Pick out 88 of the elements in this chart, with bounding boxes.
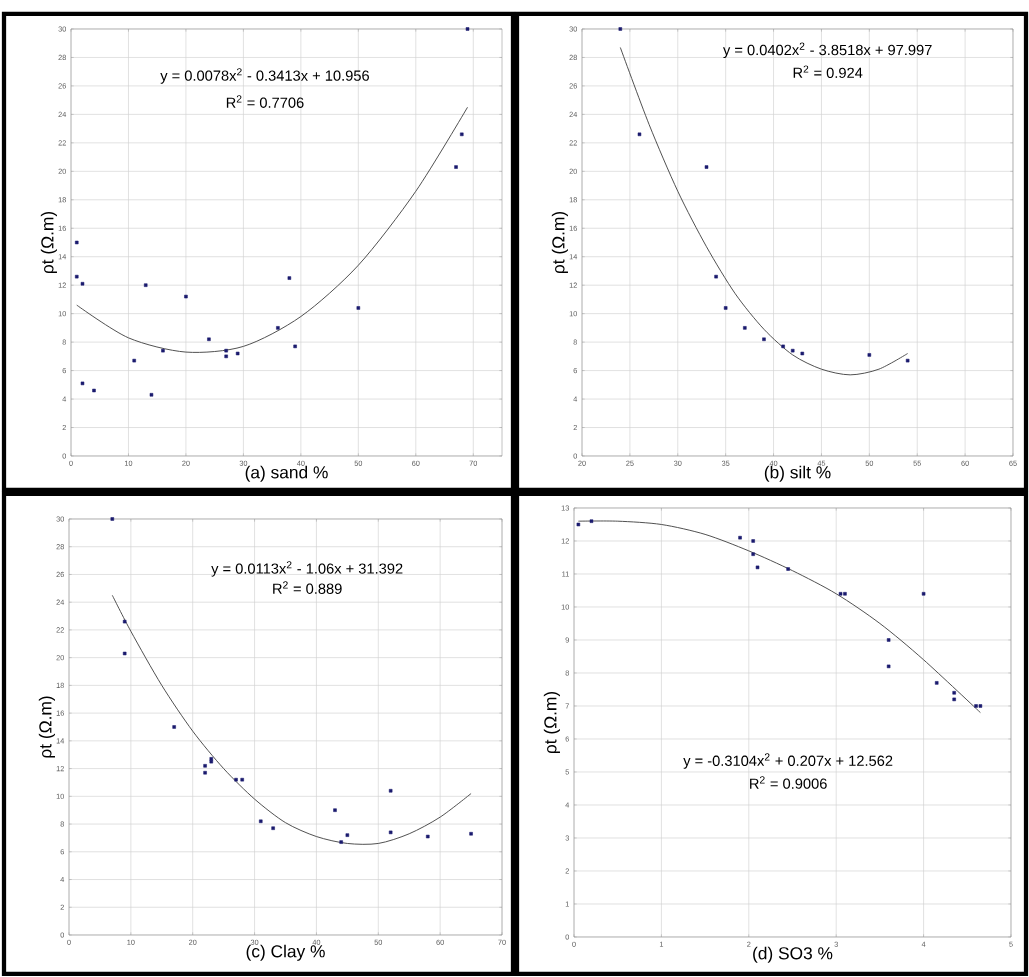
point	[781, 344, 785, 349]
point	[75, 274, 79, 279]
x-axis-title: (c) Clay %	[246, 944, 325, 961]
point	[974, 704, 978, 708]
annotation: y = -0.3104x$^{2}$ + 0.207x + 12.562	[683, 753, 893, 769]
point	[905, 358, 910, 363]
point	[952, 691, 956, 695]
line-series	[577, 520, 981, 714]
x-axis-title: (a) sand %	[245, 465, 328, 482]
y-axis-title: ρt (Ω.m)	[551, 211, 568, 273]
point	[743, 326, 747, 330]
point	[426, 834, 430, 839]
point	[203, 764, 207, 768]
point	[934, 681, 939, 685]
annotation: R$^{2}$ = 0.7706	[226, 95, 304, 108]
point	[149, 393, 154, 397]
y-axis-title: ρt (Ω.m)	[38, 696, 55, 758]
point	[287, 276, 292, 280]
point	[714, 274, 718, 279]
point	[886, 638, 891, 642]
point	[92, 388, 96, 393]
point	[460, 132, 464, 137]
point	[161, 348, 165, 353]
point	[122, 651, 127, 656]
point	[143, 283, 148, 287]
annotation: y = 0.0402x$^{2}$ - 3.8518x + 97.997	[723, 42, 932, 59]
point	[921, 592, 926, 596]
y-axis-title: ρt (Ω.m)	[40, 211, 57, 273]
point	[800, 351, 805, 356]
point	[203, 771, 207, 775]
point	[838, 592, 843, 596]
point	[589, 519, 594, 523]
point	[751, 539, 755, 543]
point	[704, 165, 709, 169]
point	[952, 697, 956, 702]
point	[80, 282, 85, 286]
point	[271, 826, 275, 830]
point	[132, 358, 136, 363]
point	[790, 348, 795, 353]
annotation: R$^{2}$ = 0.9006	[750, 776, 827, 789]
point	[172, 725, 176, 729]
point	[240, 777, 244, 782]
point	[209, 757, 214, 761]
line-series	[111, 594, 472, 845]
point	[339, 840, 343, 844]
point	[293, 344, 297, 349]
annotation: R$^{2}$ = 0.924	[793, 65, 863, 78]
annotation: R$^{2}$ = 0.889	[273, 581, 342, 594]
y-axis-title: ρt (Ω.m)	[543, 691, 560, 753]
point	[80, 381, 85, 386]
point	[618, 27, 623, 31]
point	[184, 294, 188, 299]
point	[867, 353, 872, 357]
point	[333, 808, 337, 812]
x-axis-title: (d) SO3 %	[753, 946, 833, 963]
point	[235, 351, 240, 356]
annotation: y = 0.0078x$^{2}$ - 0.3413x + 10.956	[160, 68, 369, 84]
point	[762, 337, 766, 342]
point	[122, 619, 127, 624]
point	[755, 565, 760, 570]
point	[786, 567, 790, 571]
point	[454, 165, 458, 169]
point	[276, 326, 280, 330]
point	[110, 517, 115, 521]
point	[978, 704, 983, 708]
point	[209, 759, 214, 764]
point	[751, 552, 755, 556]
point	[576, 522, 581, 527]
point	[637, 132, 642, 137]
point	[469, 832, 473, 836]
point	[738, 535, 742, 540]
point	[356, 306, 361, 310]
point	[388, 830, 393, 835]
point	[465, 27, 470, 31]
point	[723, 306, 728, 310]
line-series	[76, 106, 468, 353]
point	[224, 348, 228, 353]
point	[207, 337, 211, 342]
point	[224, 354, 228, 359]
annotation: y = 0.0113x$^{2}$ - 1.06x + 31.392	[211, 561, 403, 577]
point	[259, 819, 263, 824]
point	[843, 592, 847, 596]
point	[75, 240, 79, 245]
point	[234, 777, 238, 782]
point	[886, 664, 891, 669]
point	[388, 789, 393, 793]
x-axis-title: (b) silt %	[764, 465, 831, 482]
point	[345, 833, 350, 837]
